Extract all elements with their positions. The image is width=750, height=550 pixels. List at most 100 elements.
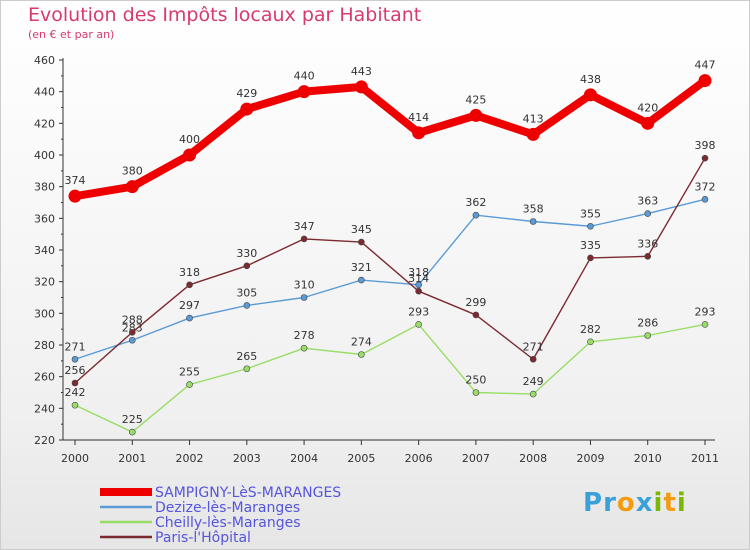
- data-label: 429: [236, 87, 257, 100]
- legend-label: SAMPIGNY-LèS-MARANGES: [155, 485, 341, 501]
- series-dezize-l-s-maranges: 271 283 297 305 310 321 318 362 358 355 363 372: [65, 180, 716, 363]
- y-tick-label: 340: [34, 244, 55, 257]
- data-point: [71, 401, 79, 409]
- data-label: 380: [122, 165, 143, 178]
- data-point: [186, 281, 193, 289]
- data-label: 362: [465, 196, 486, 209]
- data-point: [472, 311, 480, 319]
- x-tick-label: 2000: [61, 452, 89, 465]
- series-cheilly-l-s-maranges: 242 225 255 265 278 274 293 250 249 282 286 293: [65, 305, 716, 436]
- data-label: 299: [465, 296, 486, 309]
- data-label: 250: [465, 374, 486, 387]
- data-label: 271: [65, 340, 86, 353]
- data-point: [243, 302, 251, 309]
- data-point: [128, 336, 136, 344]
- x-tick-label: 2007: [462, 452, 490, 465]
- data-point: [128, 329, 136, 336]
- x-tick-label: 2004: [290, 452, 318, 465]
- y-tick-label: 440: [34, 86, 55, 99]
- data-label: 420: [637, 101, 658, 114]
- data-label: 318: [408, 266, 429, 279]
- data-point: [297, 85, 311, 99]
- data-point: [701, 196, 709, 203]
- data-label: 374: [65, 174, 86, 187]
- data-label: 283: [122, 321, 143, 334]
- data-point: [183, 148, 197, 162]
- y-tick-label: 380: [34, 181, 55, 194]
- series-sampigny-l-s-maranges: 374 380 400 429 440 443 414 425 413 438 420 447: [65, 59, 716, 203]
- data-point: [240, 102, 254, 116]
- data-label: 398: [695, 139, 716, 152]
- data-point: [529, 218, 537, 225]
- data-point: [412, 126, 426, 140]
- data-label: 438: [580, 73, 601, 86]
- data-point: [300, 344, 308, 352]
- data-label: 314: [408, 272, 429, 285]
- series-paris-l-h-pital: 256 288 318 330 347 345 314 299 271 335 336 398: [65, 139, 716, 387]
- data-point: [300, 235, 308, 243]
- data-label: 345: [351, 223, 372, 236]
- data-point: [243, 262, 251, 270]
- y-tick-label: 260: [34, 371, 55, 384]
- proxiti-logo: Proxiti: [583, 488, 687, 518]
- legend-entry-dezize-l-s-maranges: Dezize-lès-Maranges: [100, 500, 300, 516]
- data-label: 249: [523, 375, 544, 388]
- data-label: 400: [179, 133, 200, 146]
- series-line: [71, 76, 709, 201]
- series-line: [74, 198, 706, 360]
- data-label: 372: [695, 180, 716, 193]
- series-line: [74, 157, 706, 384]
- legend-label: Paris-l'Hôpital: [155, 530, 251, 546]
- data-point: [701, 154, 709, 162]
- x-tick-label: 2010: [634, 452, 662, 465]
- y-tick-label: 460: [34, 54, 55, 67]
- data-point: [587, 254, 594, 262]
- data-label: 282: [580, 323, 601, 336]
- data-label: 225: [122, 413, 143, 426]
- logo-letter: o: [616, 488, 636, 518]
- data-point: [186, 381, 193, 388]
- data-point: [71, 379, 79, 387]
- logo-letter: r: [603, 488, 617, 518]
- legend-label: Dezize-lès-Maranges: [155, 500, 300, 516]
- y-tick-label: 220: [34, 434, 55, 447]
- data-point: [641, 116, 655, 130]
- data-label: 335: [580, 239, 601, 252]
- logo-letter: x: [635, 488, 654, 518]
- data-label: 413: [523, 112, 544, 125]
- data-label: 271: [523, 340, 544, 353]
- chart-axes: 220 240 260 280 300 320 340 360 380 400 420 440 460 2…: [34, 54, 719, 465]
- data-label: 414: [408, 111, 429, 124]
- data-point: [529, 355, 537, 363]
- logo-letter: i: [653, 488, 664, 518]
- data-point: [526, 127, 540, 141]
- data-point: [68, 189, 82, 203]
- x-tick-label: 2005: [347, 452, 375, 465]
- y-tick-label: 320: [34, 276, 55, 289]
- data-point: [698, 74, 712, 88]
- y-tick-label: 280: [34, 339, 55, 352]
- data-label: 274: [351, 336, 372, 349]
- data-label: 297: [179, 299, 200, 312]
- data-label: 321: [351, 261, 372, 274]
- data-label: 440: [294, 70, 315, 83]
- data-label: 318: [179, 266, 200, 279]
- data-point: [243, 365, 251, 373]
- data-point: [583, 88, 597, 102]
- data-point: [529, 390, 537, 398]
- data-label: 286: [637, 317, 658, 330]
- data-label: 447: [695, 59, 716, 72]
- y-tick-label: 400: [34, 149, 55, 162]
- data-point: [300, 294, 308, 301]
- data-label: 347: [294, 220, 315, 233]
- data-label: 242: [65, 386, 86, 399]
- data-label: 265: [236, 350, 257, 363]
- data-point: [472, 211, 480, 219]
- x-tick-label: 2003: [233, 452, 261, 465]
- data-label: 293: [695, 305, 716, 318]
- y-tick-label: 240: [34, 402, 55, 415]
- x-tick-label: 2006: [405, 452, 433, 465]
